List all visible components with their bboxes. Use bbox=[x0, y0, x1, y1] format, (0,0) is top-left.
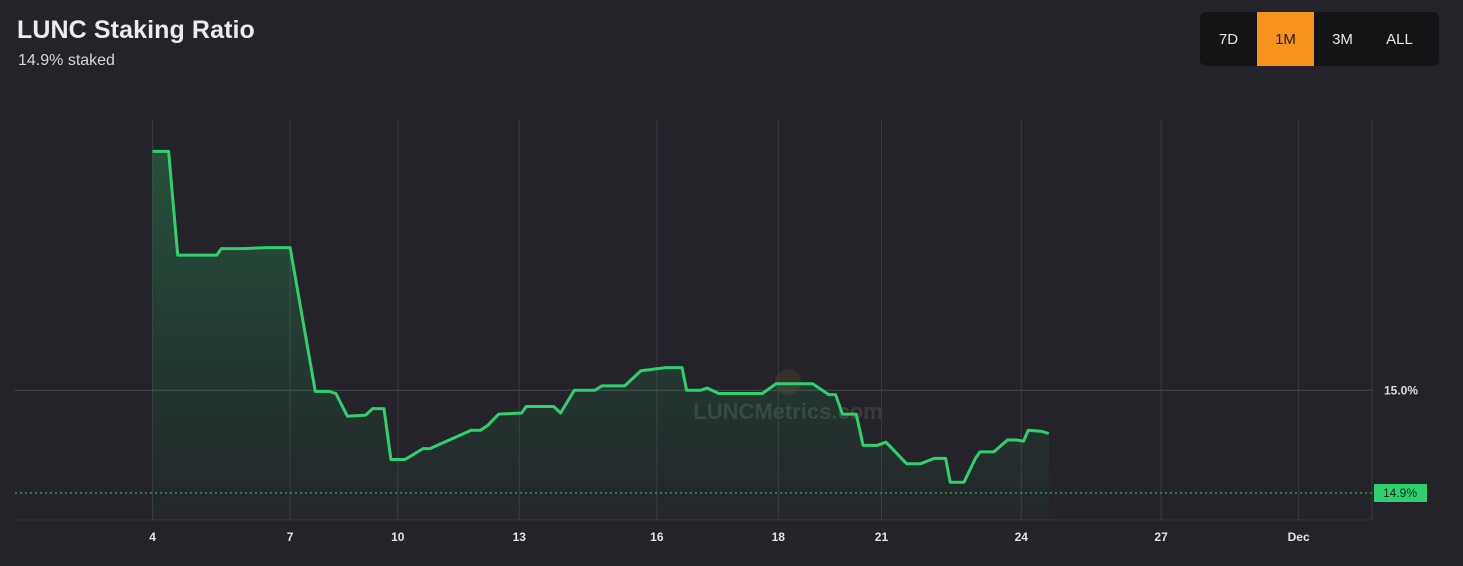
x-tick-label: 16 bbox=[650, 530, 664, 544]
current-value-badge bbox=[1374, 483, 1427, 502]
x-tick-label: 18 bbox=[772, 530, 786, 544]
x-tick-label: 4 bbox=[149, 530, 156, 544]
series-line-layer bbox=[152, 149, 1050, 484]
x-tick-label: 27 bbox=[1154, 530, 1168, 544]
area-fill-layer bbox=[152, 151, 1049, 520]
range-7d-button[interactable]: 7D bbox=[1218, 30, 1239, 48]
x-tick-label: 13 bbox=[513, 530, 527, 544]
range-1m-button[interactable]: 1M bbox=[1257, 12, 1314, 66]
range-selector: 7D 1M 3M ALL bbox=[1200, 12, 1439, 66]
range-3m-button[interactable]: 3M bbox=[1332, 30, 1353, 48]
x-tick-label: 7 bbox=[287, 530, 294, 544]
current-value-layer: 14.9% bbox=[15, 483, 1427, 502]
x-tick-label: 10 bbox=[391, 530, 405, 544]
x-axis: 4 7 10 13 16 18 21 24 27 Dec bbox=[149, 530, 1310, 544]
page-title: LUNC Staking Ratio bbox=[17, 16, 255, 44]
series-area bbox=[152, 151, 1049, 520]
x-tick-label: 21 bbox=[875, 530, 889, 544]
series-line bbox=[152, 149, 1050, 484]
y-tick-label: 15.0% bbox=[1384, 383, 1418, 397]
y-axis: 15.0% bbox=[1384, 383, 1418, 397]
x-tick-label: Dec bbox=[1288, 530, 1310, 544]
current-value-label: 14.9% bbox=[1383, 486, 1417, 500]
range-all-button[interactable]: ALL bbox=[1386, 30, 1413, 48]
staked-subtitle: 14.9% staked bbox=[18, 52, 115, 69]
x-tick-label: 24 bbox=[1015, 530, 1029, 544]
